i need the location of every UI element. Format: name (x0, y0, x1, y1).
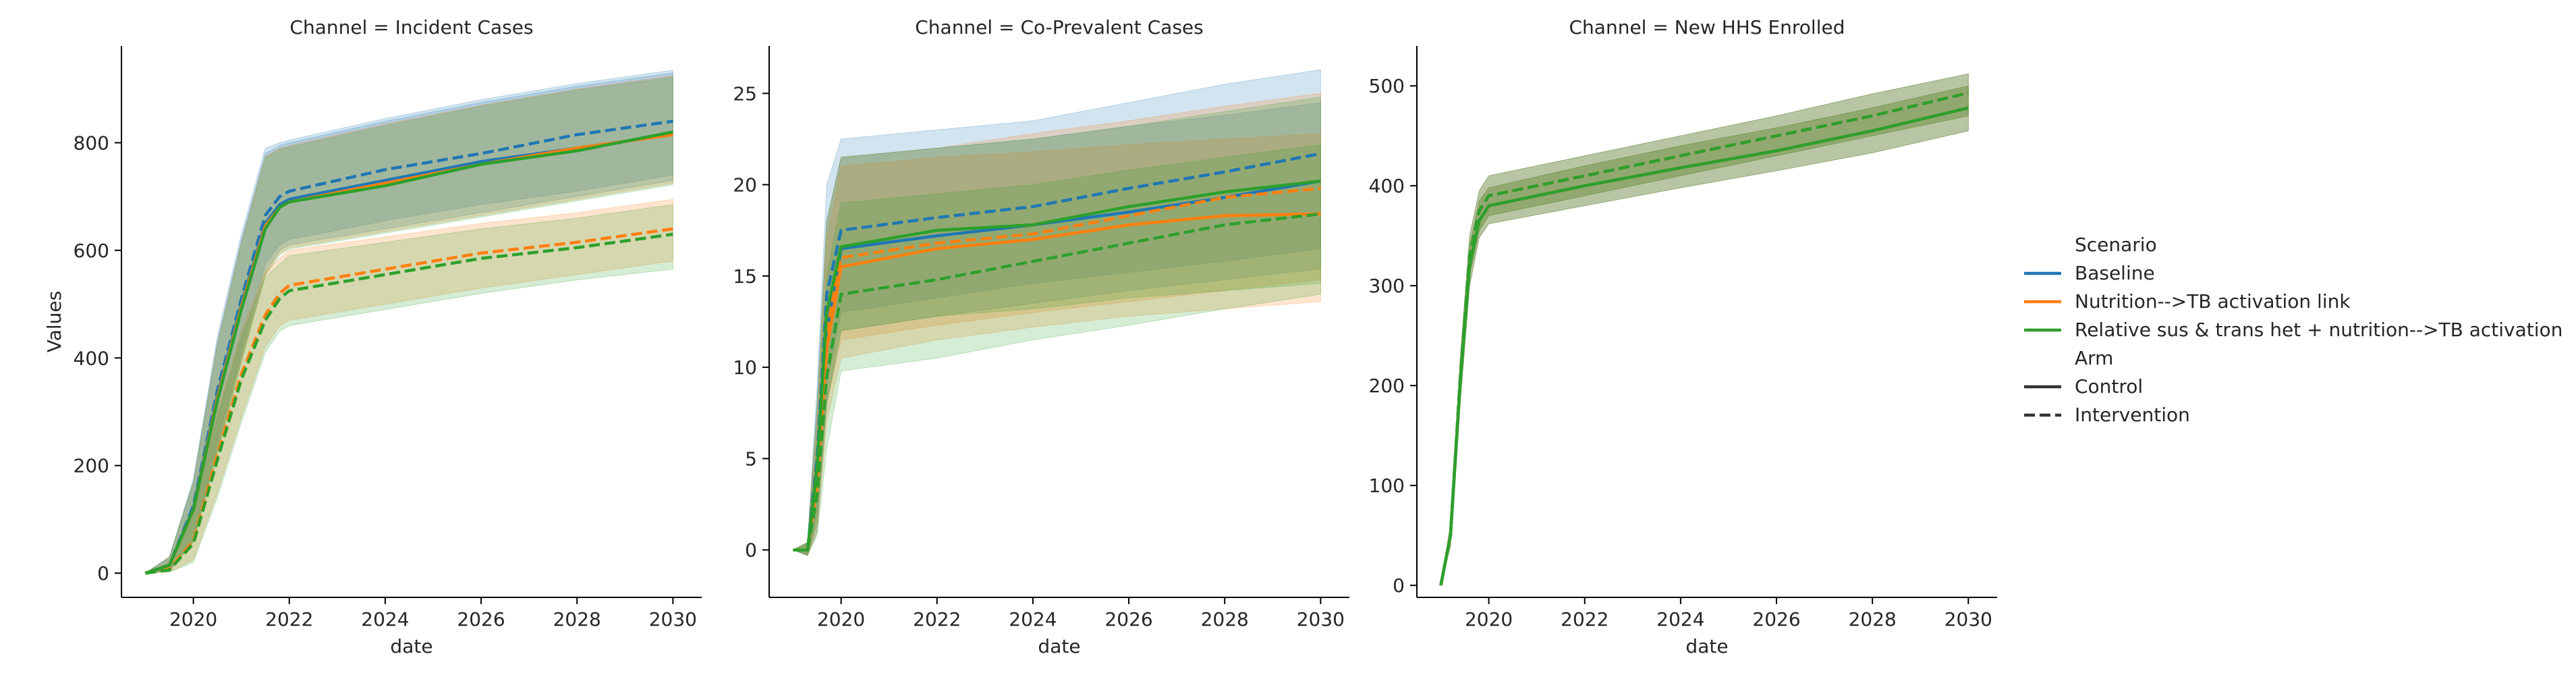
legend-item: Intervention (2075, 404, 2190, 426)
y-tick-label: 10 (733, 356, 757, 379)
x-axis-label: date (1038, 635, 1080, 657)
y-tick-label: 300 (1369, 275, 1405, 297)
series-line-3-5 (1439, 106, 1969, 586)
ci-band-2-6 (792, 144, 1321, 556)
ci-band-2-5 (792, 97, 1321, 556)
panel-title: Channel = Incident Cases (289, 16, 533, 38)
ci-band-2-3 (792, 133, 1321, 556)
x-tick-label: 2030 (649, 608, 697, 630)
x-axis-label: date (1685, 635, 1728, 657)
y-tick-label: 20 (733, 174, 757, 196)
x-tick-label: 2020 (169, 608, 217, 630)
y-tick-label: 0 (1393, 574, 1405, 597)
y-tick-label: 200 (74, 455, 109, 477)
x-tick-label: 2020 (817, 608, 865, 630)
y-tick-label: 200 (1369, 375, 1405, 397)
series-line-2-5 (793, 179, 1321, 551)
legend-title-scenario: Scenario (2075, 234, 2157, 256)
ci-band-2-1 (792, 102, 1321, 556)
series-line-1-6 (145, 232, 673, 575)
panel-title: Channel = Co-Prevalent Cases (915, 16, 1204, 38)
legend-item: Baseline (2075, 262, 2155, 284)
series-line-1-5 (144, 130, 673, 575)
legend-item: Control (2075, 375, 2143, 398)
y-tick-label: 0 (97, 562, 109, 585)
panel-1: 2020 2022 2024 2026 2028 2030 0 200 400 600 800 Cha… (43, 16, 702, 657)
legend-item: Nutrition-->TB activation link (2075, 290, 2351, 313)
y-tick-label: 400 (74, 347, 109, 369)
y-axis-label: Values (43, 291, 65, 352)
x-tick-label: 2026 (1752, 608, 1800, 630)
ci-band-3-6 (1440, 73, 1969, 586)
x-tick-label: 2022 (913, 608, 961, 630)
series-line-3-6 (1439, 91, 1969, 586)
x-tick-label: 2028 (1201, 608, 1249, 630)
ci-band-1-5 (145, 76, 673, 574)
x-tick-label: 2024 (1656, 608, 1704, 630)
y-tick-label: 100 (1369, 475, 1405, 497)
legend-item: Relative sus & trans het + nutrition-->T… (2075, 319, 2563, 341)
legend: Scenario Baseline Nutrition-->TB activatio… (2024, 234, 2563, 426)
y-tick-label: 600 (74, 240, 109, 262)
panel-title: Channel = New HHS Enrolled (1569, 16, 1845, 38)
x-tick-label: 2022 (265, 608, 313, 630)
panel-3: 2020 2022 2024 2026 2028 2030 0 100 200 300 400 500… (1369, 16, 1997, 657)
x-tick-label: 2026 (457, 608, 505, 630)
y-tick-label: 500 (1369, 75, 1405, 97)
ci-band-2-4 (792, 92, 1321, 556)
y-tick-label: 15 (733, 265, 757, 288)
y-tick-label: 25 (733, 82, 757, 105)
series-line-2-6 (793, 212, 1321, 551)
series-line-1-4 (145, 227, 673, 575)
y-tick-label: 800 (74, 132, 109, 154)
x-tick-label: 2030 (1297, 608, 1345, 630)
ci-band-2-2 (792, 69, 1321, 556)
ci-band-3-2 (1440, 73, 1969, 586)
y-tick-label: 5 (745, 448, 757, 470)
x-tick-label: 2030 (1944, 608, 1992, 630)
y-tick-label: 0 (745, 539, 757, 562)
x-tick-label: 2024 (361, 608, 409, 630)
x-tick-label: 2026 (1104, 608, 1152, 630)
ci-band-3-4 (1440, 73, 1969, 586)
series-line-2-2 (793, 152, 1321, 551)
x-axis-label: date (390, 635, 432, 657)
x-tick-label: 2022 (1561, 608, 1608, 630)
x-tick-label: 2028 (553, 608, 601, 630)
legend-title-arm: Arm (2075, 347, 2113, 369)
panel-2: 2020 2022 2024 2026 2028 2030 0 5 10 15 20 25 Channe… (733, 16, 1349, 657)
ci-band-1-4 (145, 198, 673, 574)
x-tick-label: 2028 (1849, 608, 1897, 630)
x-tick-label: 2020 (1465, 608, 1513, 630)
y-tick-label: 400 (1369, 175, 1405, 197)
x-tick-label: 2024 (1009, 608, 1057, 630)
